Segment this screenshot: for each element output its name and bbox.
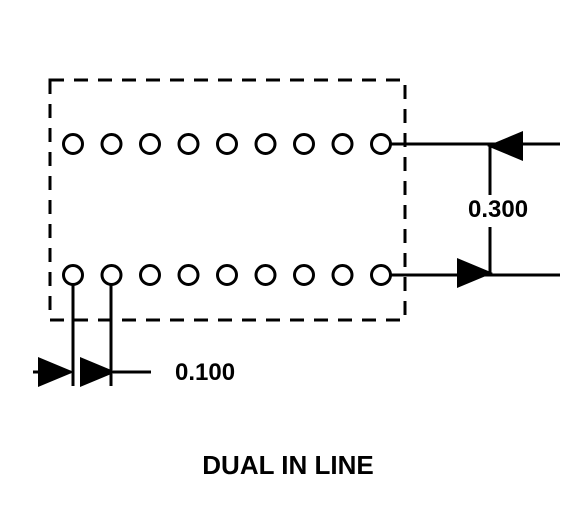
diagram-svg: 0.300 0.100	[0, 0, 576, 516]
svg-text:0.100: 0.100	[175, 359, 235, 386]
dip-package-diagram: 0.300 0.100 DUAL IN LINE	[0, 0, 576, 516]
svg-content: 0.300 0.100	[33, 80, 560, 386]
svg-text:0.300: 0.300	[468, 196, 528, 223]
diagram-title: DUAL IN LINE	[0, 450, 576, 481]
